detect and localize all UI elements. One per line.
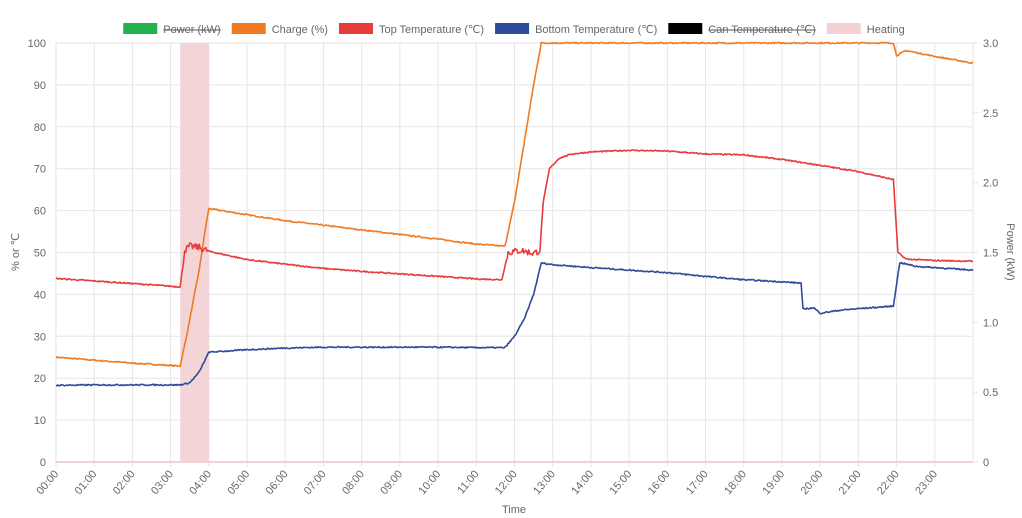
y-right-tick-label: 2.0 — [983, 178, 998, 190]
x-tick-label: 00:00 — [34, 468, 61, 497]
y-right-tick-label: 0.5 — [983, 387, 998, 399]
x-tick-label: 11:00 — [455, 468, 481, 496]
legend-swatch — [668, 23, 703, 34]
y-left-tick-label: 60 — [34, 206, 46, 218]
axes: 0 10 20 30 40 50 60 70 80 90 100 0 0.5 1.0 1.5 2.0 2.5 3.… — [28, 38, 999, 497]
y-right-tick-label: 1.5 — [983, 248, 998, 260]
y-right-tick-label: 3.0 — [983, 38, 998, 50]
x-tick-label: 06:00 — [264, 468, 291, 497]
legend: Power (kW) Charge (%) Top Temperature (℃) B… — [123, 23, 905, 36]
x-tick-label: 08:00 — [340, 468, 367, 497]
legend-item[interactable]: Can Temperature (℃) — [668, 23, 816, 36]
y-left-tick-label: 90 — [34, 80, 46, 92]
x-tick-label: 22:00 — [875, 468, 902, 497]
x-tick-label: 19:00 — [760, 468, 787, 497]
y-axis-left-title: % or ℃ — [10, 233, 22, 271]
x-tick-label: 20:00 — [799, 468, 826, 497]
legend-swatch — [231, 23, 266, 34]
y-right-tick-label: 2.5 — [983, 108, 998, 120]
legend-item[interactable]: Charge (%) — [231, 23, 328, 36]
y-left-tick-label: 40 — [34, 289, 46, 301]
x-tick-label: 21:00 — [837, 468, 864, 497]
y-left-tick-label: 30 — [34, 331, 46, 343]
x-tick-label: 18:00 — [722, 468, 749, 497]
legend-item[interactable]: Top Temperature (℃) — [338, 23, 484, 36]
y-left-tick-label: 20 — [34, 373, 46, 385]
x-tick-label: 12:00 — [493, 468, 520, 497]
legend-label: Can Temperature (℃) — [708, 24, 816, 36]
y-left-tick-label: 10 — [34, 415, 46, 427]
legend-swatch — [338, 23, 373, 34]
series-line — [55, 41, 974, 368]
x-tick-label: 05:00 — [225, 468, 252, 497]
x-tick-label: 09:00 — [378, 468, 405, 497]
y-left-tick-label: 0 — [40, 457, 46, 469]
legend-label: Heating — [867, 24, 905, 36]
legend-label: Charge (%) — [272, 24, 328, 36]
y-right-tick-label: 0 — [983, 457, 989, 469]
legend-swatch — [495, 23, 530, 34]
y-left-tick-label: 80 — [34, 122, 46, 134]
legend-label: Top Temperature (℃) — [379, 24, 484, 36]
x-tick-label: 02:00 — [111, 468, 138, 497]
legend-label: Bottom Temperature (℃) — [535, 24, 657, 36]
x-tick-label: 16:00 — [646, 468, 673, 497]
x-axis-title: Time — [502, 504, 526, 516]
x-tick-label: 17:00 — [684, 468, 711, 497]
y-left-tick-label: 70 — [34, 164, 46, 176]
x-tick-label: 14:00 — [569, 468, 596, 497]
x-tick-label: 23:00 — [913, 468, 940, 497]
series-line — [55, 149, 973, 289]
data-series — [55, 41, 974, 387]
x-tick-label: 01:00 — [73, 468, 100, 497]
legend-swatch — [826, 23, 861, 34]
x-tick-label: 13:00 — [531, 468, 558, 497]
y-left-tick-label: 100 — [28, 38, 46, 50]
x-tick-label: 10:00 — [416, 468, 443, 497]
y-right-tick-label: 1.0 — [983, 317, 998, 329]
legend-item[interactable]: Power (kW) — [123, 23, 221, 36]
legend-label: Power (kW) — [163, 24, 220, 36]
y-left-tick-label: 50 — [34, 248, 46, 260]
x-tick-label: 04:00 — [187, 468, 214, 497]
y-axis-right-title: Power (kW) — [1004, 223, 1016, 280]
legend-item[interactable]: Heating — [826, 23, 905, 36]
x-tick-label: 07:00 — [302, 468, 329, 497]
series-line — [55, 261, 974, 387]
x-tick-label: 03:00 — [149, 468, 176, 497]
legend-item[interactable]: Bottom Temperature (℃) — [495, 23, 657, 36]
x-tick-label: 15:00 — [608, 468, 635, 497]
legend-swatch — [123, 23, 158, 34]
